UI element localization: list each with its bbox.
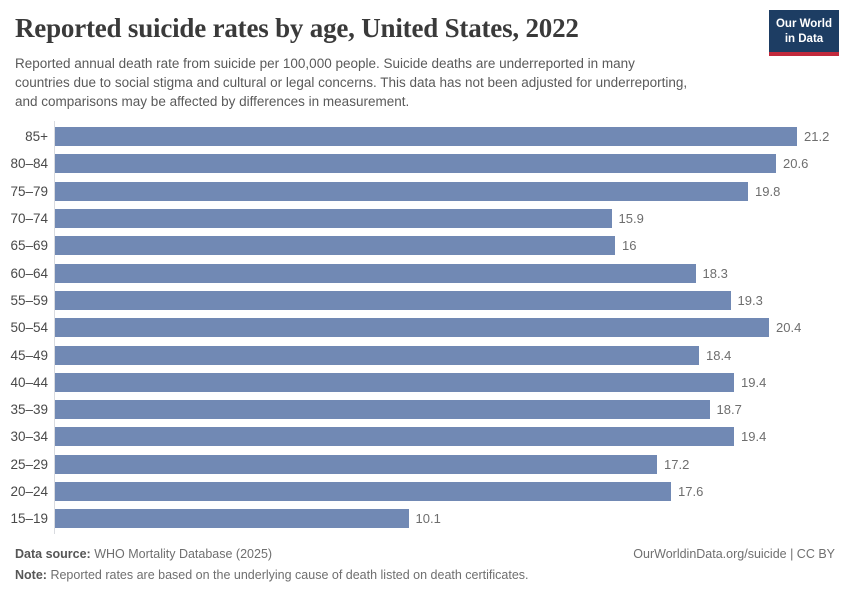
bar[interactable]: [55, 482, 671, 501]
bar[interactable]: [55, 263, 696, 283]
bar[interactable]: [55, 427, 734, 447]
bar-area: 10.1: [55, 509, 842, 529]
bar-area: 19.4: [55, 427, 842, 447]
note-value: Reported rates are based on the underlyi…: [50, 568, 529, 583]
attribution-link[interactable]: OurWorldinData.org/suicide | CC BY: [633, 547, 835, 561]
bar[interactable]: [55, 236, 615, 256]
bar-area: 16: [55, 236, 842, 256]
bar-row: 80–84 20.6: [10, 150, 842, 177]
age-group-label: 50–54: [10, 320, 48, 336]
age-group-label: 65–69: [10, 238, 48, 254]
bar-area: 21.2: [55, 127, 842, 147]
bar[interactable]: [55, 318, 769, 338]
chart-footer: Data source: WHO Mortality Database (202…: [15, 546, 835, 584]
bar-area: 18.4: [55, 345, 842, 365]
data-source: Data source: WHO Mortality Database (202…: [15, 546, 272, 562]
chart-subtitle: Reported annual death rate from suicide …: [15, 56, 688, 110]
bar-row: 70–74 15.9: [10, 205, 842, 232]
value-label: 18.4: [706, 347, 732, 363]
value-label: 15.9: [618, 211, 644, 227]
value-label: 18.7: [716, 402, 742, 418]
bar[interactable]: [55, 154, 776, 174]
value-label: 20.6: [783, 156, 809, 172]
bar-row: 40–44 19.4: [10, 369, 842, 396]
bar[interactable]: [55, 290, 731, 310]
bar[interactable]: [55, 181, 748, 201]
chart-header: Reported suicide rates by age, United St…: [15, 13, 750, 111]
bar-row: 30–34 19.4: [10, 423, 842, 450]
value-label: 19.8: [755, 183, 781, 199]
age-group-label: 30–34: [10, 429, 48, 445]
bar-row: 20–24 17.6: [10, 478, 842, 505]
bar-area: 20.6: [55, 154, 842, 174]
age-group-label: 75–79: [10, 183, 48, 199]
value-label: 21.2: [804, 129, 830, 145]
bar-area: 20.4: [55, 318, 842, 338]
bar-row: 50–54 20.4: [10, 314, 842, 341]
bar[interactable]: [55, 400, 710, 420]
bar[interactable]: [55, 509, 409, 529]
age-group-label: 60–64: [10, 265, 48, 281]
bar-area: 17.2: [55, 454, 842, 474]
footer-note: Note: Reported rates are based on the un…: [15, 567, 835, 583]
owid-logo-line2: in Data: [784, 32, 824, 45]
footer-line-1: Data source: WHO Mortality Database (202…: [15, 546, 835, 562]
bar-row: 35–39 18.7: [10, 396, 842, 423]
age-group-label: 55–59: [10, 292, 48, 308]
y-axis-line: [54, 121, 55, 534]
bar-area: 19.8: [55, 181, 842, 201]
age-group-label: 40–44: [10, 374, 48, 390]
age-group-label: 25–29: [10, 456, 48, 472]
value-label: 17.2: [664, 456, 690, 472]
value-label: 19.3: [737, 292, 763, 308]
bar-row: 15–19 10.1: [10, 505, 842, 532]
age-group-label: 45–49: [10, 347, 48, 363]
age-group-label: 70–74: [10, 211, 48, 227]
value-label: 20.4: [776, 320, 802, 336]
age-group-label: 20–24: [10, 484, 48, 499]
owid-logo[interactable]: Our World in Data: [769, 10, 839, 56]
bar-row: 55–59 19.3: [10, 287, 842, 314]
bar-chart: 85+ 21.2 80–84 20.6 75–79 19.8 70–74 15.9 65–69 1…: [10, 121, 842, 534]
bar-area: 18.3: [55, 263, 842, 283]
value-label: 19.4: [741, 374, 767, 390]
bar[interactable]: [55, 454, 657, 474]
bar-area: 19.4: [55, 372, 842, 392]
value-label: 16: [622, 238, 637, 254]
bar-row: 75–79 19.8: [10, 178, 842, 205]
bar[interactable]: [55, 345, 699, 365]
value-label: 19.4: [741, 429, 767, 445]
bar-area: 15.9: [55, 209, 842, 229]
bar[interactable]: [55, 127, 797, 147]
data-source-label: Data source:: [15, 547, 91, 561]
chart-rows: 85+ 21.2 80–84 20.6 75–79 19.8 70–74 15.9 65–69 1…: [10, 123, 842, 532]
value-label: 18.3: [702, 265, 728, 281]
value-label: 17.6: [678, 484, 704, 499]
bar-row: 65–69 16: [10, 232, 842, 259]
note-label: Note:: [15, 568, 47, 583]
age-group-label: 35–39: [10, 402, 48, 418]
bar[interactable]: [55, 372, 734, 392]
age-group-label: 80–84: [10, 156, 48, 172]
bar-row: 25–29 17.2: [10, 451, 842, 478]
bar-area: 19.3: [55, 290, 842, 310]
data-source-value: WHO Mortality Database (2025): [94, 547, 273, 561]
value-label: 10.1: [415, 511, 441, 527]
bar[interactable]: [55, 209, 612, 229]
page-title: Reported suicide rates by age, United St…: [15, 13, 579, 43]
bar-row: 60–64 18.3: [10, 259, 842, 286]
bar-area: 17.6: [55, 482, 842, 501]
age-group-label: 85+: [25, 129, 48, 145]
bar-area: 18.7: [55, 400, 842, 420]
owid-logo-line1: Our World: [775, 18, 832, 30]
age-group-label: 15–19: [10, 511, 48, 527]
bar-row: 45–49 18.4: [10, 341, 842, 368]
bar-row: 85+ 21.2: [10, 123, 842, 150]
